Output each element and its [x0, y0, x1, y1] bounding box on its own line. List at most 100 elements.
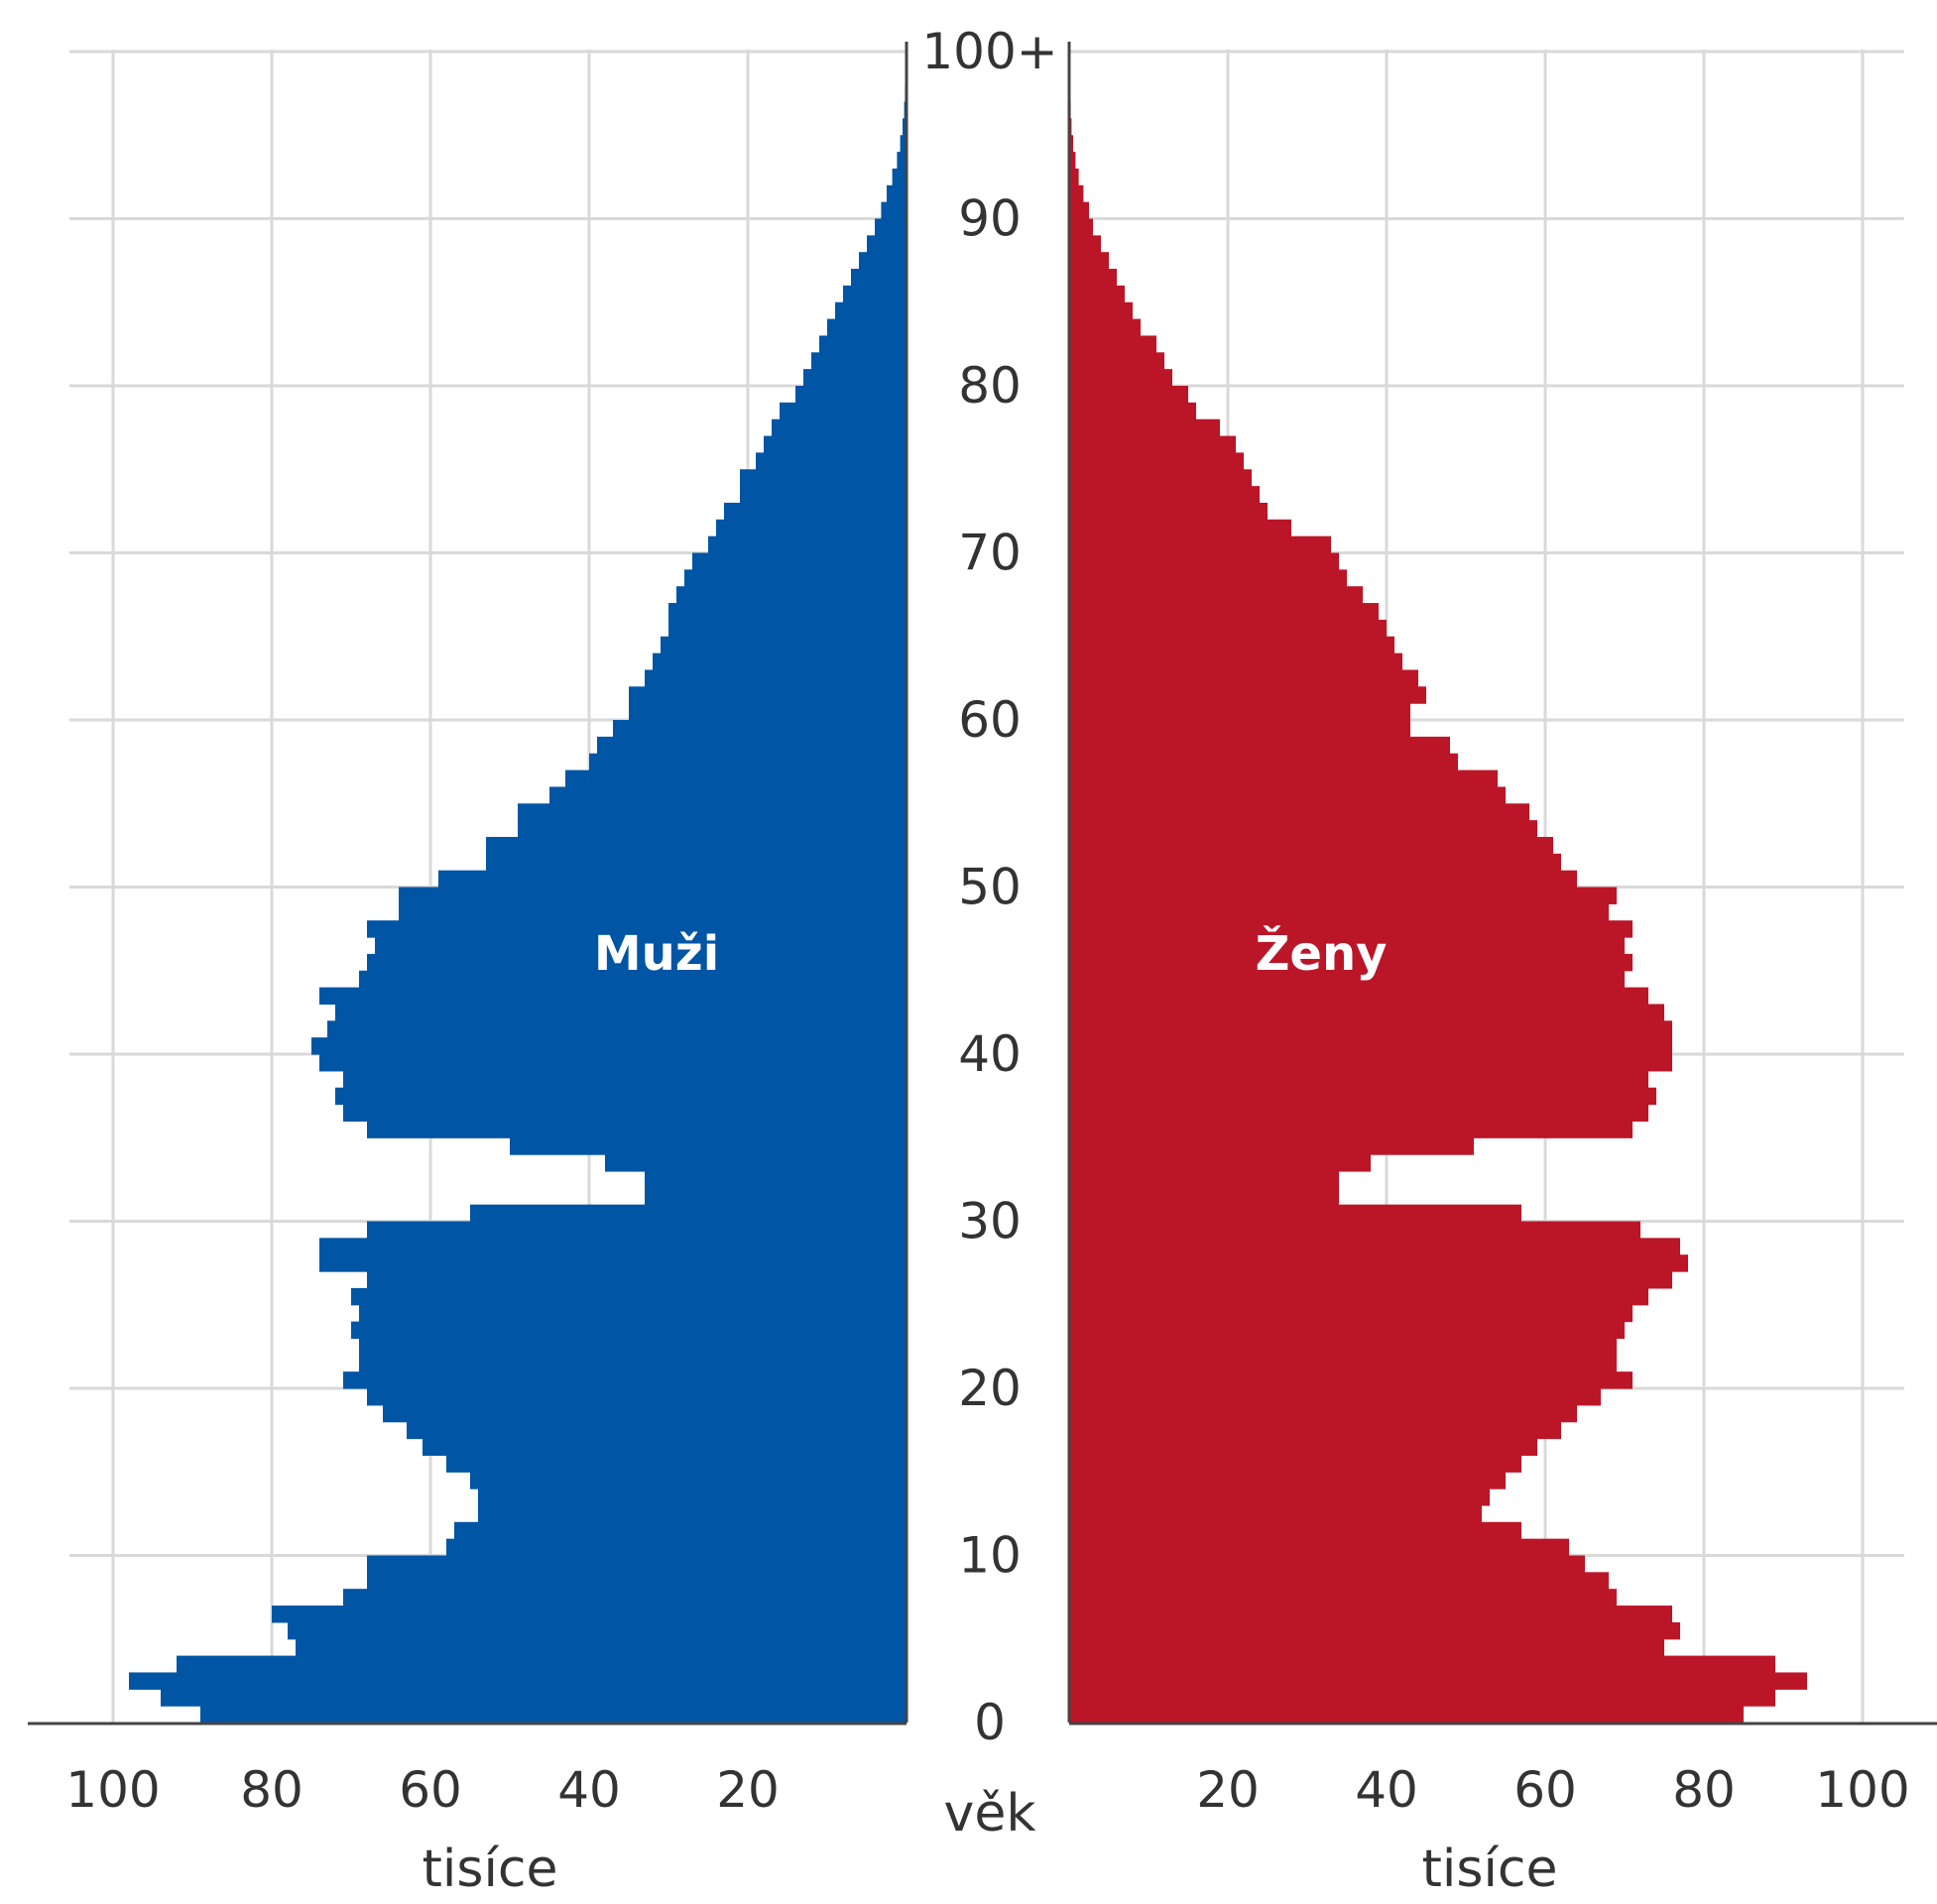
male-bar [724, 503, 907, 520]
female-bar [1069, 1589, 1617, 1606]
female-bar [1069, 1071, 1648, 1088]
male-bar [319, 988, 907, 1005]
male-bar [518, 820, 907, 837]
female-bar [1069, 386, 1188, 403]
age-tick-label: 70 [958, 525, 1022, 582]
female-bar [1069, 737, 1450, 754]
female-bar [1069, 1639, 1664, 1656]
female-bar [1069, 553, 1339, 570]
male-bar [367, 1121, 907, 1137]
male-bar [319, 1054, 907, 1071]
female-bar [1069, 754, 1458, 771]
male-bar [668, 603, 907, 620]
male-bar [177, 1656, 907, 1673]
female-bar [1069, 854, 1561, 871]
male-bar [319, 1238, 907, 1254]
female-bar [1069, 654, 1402, 670]
male-bar [335, 1004, 907, 1020]
male-bar [367, 1556, 907, 1573]
male-bar [875, 219, 907, 236]
male-bar [811, 352, 907, 369]
x-tick-label-left: 40 [557, 1761, 621, 1819]
male-bar [399, 888, 907, 904]
male-bar [708, 536, 907, 553]
male-bar [470, 1472, 907, 1488]
female-bar [1069, 1572, 1609, 1589]
male-bar [819, 335, 907, 352]
male-bar [367, 1271, 907, 1288]
female-bar [1069, 1054, 1672, 1071]
male-bar [446, 1455, 907, 1472]
male-bar [565, 771, 907, 787]
x-tick-label-right: 80 [1672, 1761, 1736, 1819]
female-bar [1069, 871, 1577, 888]
age-tick-label: 20 [958, 1360, 1022, 1417]
female-bar [1069, 569, 1347, 586]
female-bar [1069, 436, 1236, 453]
male-bar [438, 871, 907, 888]
male-bar [407, 1422, 907, 1439]
female-bar [1069, 1137, 1474, 1154]
female-bar [1069, 1222, 1640, 1239]
female-bar [1069, 269, 1117, 286]
female-bar [1069, 202, 1089, 219]
female-bar [1069, 319, 1141, 336]
male-bar [843, 286, 907, 302]
female-bar [1069, 586, 1363, 603]
female-bar [1069, 1455, 1521, 1472]
female-bar [1069, 1472, 1506, 1488]
male-bar [645, 1188, 907, 1205]
female-bar [1069, 1388, 1601, 1405]
male-bar [835, 302, 907, 319]
age-axis-title: věk [944, 1784, 1036, 1844]
male-bar [589, 754, 907, 771]
female-bar [1069, 1371, 1633, 1388]
male-bar [605, 1154, 907, 1171]
female-bar [1069, 637, 1394, 654]
age-tick-label: 50 [958, 859, 1022, 916]
female-bar [1069, 536, 1331, 553]
male-bar [549, 786, 907, 803]
female-bar [1069, 786, 1506, 803]
male-bar [478, 1505, 907, 1522]
female-bar [1069, 669, 1418, 686]
female-bar [1069, 219, 1093, 236]
x-tick-label-right: 40 [1355, 1761, 1418, 1819]
female-bar [1069, 1422, 1561, 1439]
female-bar [1069, 620, 1387, 637]
female-bar [1069, 503, 1268, 520]
female-bar [1069, 1672, 1807, 1689]
female-bar [1069, 771, 1498, 787]
female-bar [1069, 1706, 1744, 1723]
male-bar [803, 369, 907, 386]
female-bar [1069, 1088, 1656, 1105]
male-bar [597, 737, 907, 754]
female-bar [1069, 720, 1410, 737]
female-bar [1069, 1689, 1775, 1706]
male-bar [359, 1305, 907, 1322]
male-bar [692, 553, 907, 570]
age-tick-label: 60 [958, 691, 1022, 749]
series-label-female: Ženy [1256, 925, 1388, 982]
age-tick-label: 0 [974, 1694, 1006, 1751]
male-bar [780, 403, 907, 419]
male-bar [867, 235, 907, 252]
male-bar [645, 1171, 907, 1188]
male-bar [296, 1639, 907, 1656]
male-bar [367, 1222, 907, 1239]
male-bar [288, 1622, 907, 1639]
female-bar [1069, 988, 1648, 1005]
female-bar [1069, 1037, 1672, 1054]
male-bar [367, 1572, 907, 1589]
male-bar [486, 837, 907, 854]
male-bar [668, 620, 907, 637]
male-bar [272, 1606, 907, 1622]
female-bar [1069, 1105, 1648, 1122]
female-bar [1069, 603, 1379, 620]
age-tick-label: 40 [958, 1025, 1022, 1083]
female-bar [1069, 286, 1125, 302]
male-bar [486, 854, 907, 871]
female-bar [1069, 1338, 1617, 1355]
